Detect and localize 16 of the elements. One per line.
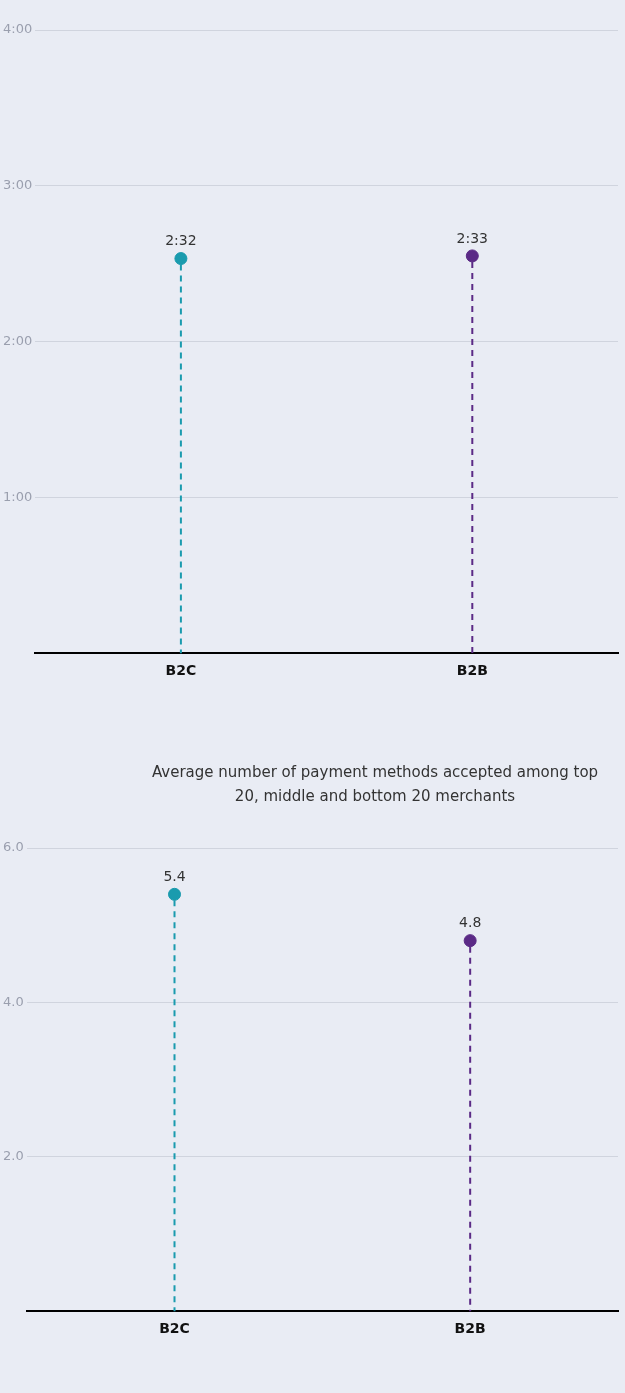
x-tick-label: B2C [165, 662, 197, 679]
x-tick-label: B2B [454, 1320, 486, 1337]
y-tick-label: 2.0 [2, 1148, 24, 1164]
x-tick-label: B2C [159, 1320, 190, 1337]
y-tick-label: 6.0 [2, 839, 24, 855]
y-tick-label: 4.0 [2, 993, 24, 1009]
data-label: 5.4 [163, 867, 186, 884]
data-label: 2:32 [165, 232, 197, 249]
y-tick-label: 2:00 [2, 332, 33, 348]
y-tick-label: 4:00 [2, 21, 33, 37]
chart-title: Average number of payment methods accepted among top 20, middle and bottom 20 merchants [150, 762, 600, 807]
y-tick-label: 3:00 [2, 177, 33, 193]
y-tick-label: 1:00 [2, 488, 33, 504]
data-label: 4.8 [459, 914, 482, 931]
x-tick-label: B2B [456, 662, 488, 679]
data-label: 2:33 [456, 229, 489, 246]
